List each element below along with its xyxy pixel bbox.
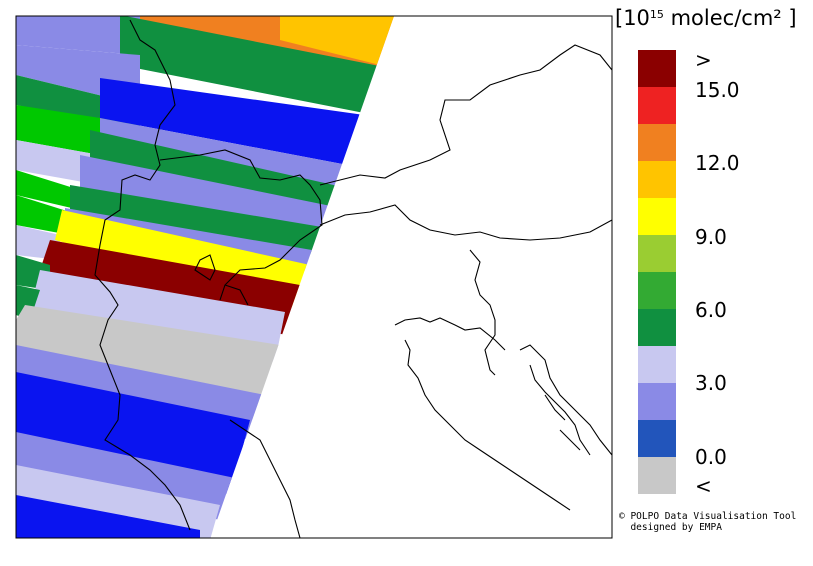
legend-swatch [638, 272, 676, 309]
swath-stripe-green-4 [16, 170, 80, 210]
swath-stripe-green-bright [16, 105, 100, 155]
swath-stripe-lightblue-3 [80, 155, 394, 240]
swath-stripe-lavender-1 [16, 140, 100, 185]
legend-swatch [638, 198, 676, 235]
swath-stripe-darkblue-3 [16, 495, 200, 538]
legend-swatch [638, 235, 676, 272]
swath-stripe-yellow-right [280, 16, 394, 70]
legend-swatch [638, 346, 676, 383]
legend-swatch [638, 309, 676, 346]
swath-stripe-green-3 [90, 130, 394, 220]
legend-title: [1015 molec/cm² ] [615, 6, 797, 30]
swath-stripe-darkblue-2 [16, 372, 250, 495]
swath-stripe-lightblue-top [16, 16, 140, 55]
legend-swatch [638, 50, 676, 87]
swath-stripe-green-1 [120, 16, 394, 120]
credit-line-1: © POLPO Data Visualisation Tool [619, 511, 797, 522]
map-frame [15, 15, 613, 539]
legend-swatch [638, 124, 676, 161]
legend-label-0: 0.0 [695, 445, 727, 469]
swath-stripe-orange [16, 16, 394, 70]
coastline-and-borders [94, 19, 612, 538]
credit-line-2: designed by EMPA [630, 522, 722, 533]
swath-stripe-green-6 [16, 195, 70, 235]
legend-label-under: < [695, 474, 712, 498]
legend-label-9: 9.0 [695, 225, 727, 249]
swath-stripe-lightblue-2 [100, 118, 394, 200]
legend-swatch [638, 383, 676, 420]
legend-swatch [638, 420, 676, 457]
legend-label-6: 6.0 [695, 298, 727, 322]
legend-swatch [638, 161, 676, 198]
legend-color-bar [638, 50, 676, 494]
legend-label-over: > [695, 48, 712, 72]
legend-swatch [638, 87, 676, 124]
swath-stripe-lavender-4 [16, 465, 220, 538]
legend-label-3: 3.0 [695, 371, 727, 395]
legend-label-15: 15.0 [695, 78, 740, 102]
legend-label-12: 12.0 [695, 151, 740, 175]
satellite-swath [16, 16, 394, 538]
legend-swatch [638, 457, 676, 494]
credit-text: © POLPO Data Visualisation Tool designed… [619, 511, 796, 533]
